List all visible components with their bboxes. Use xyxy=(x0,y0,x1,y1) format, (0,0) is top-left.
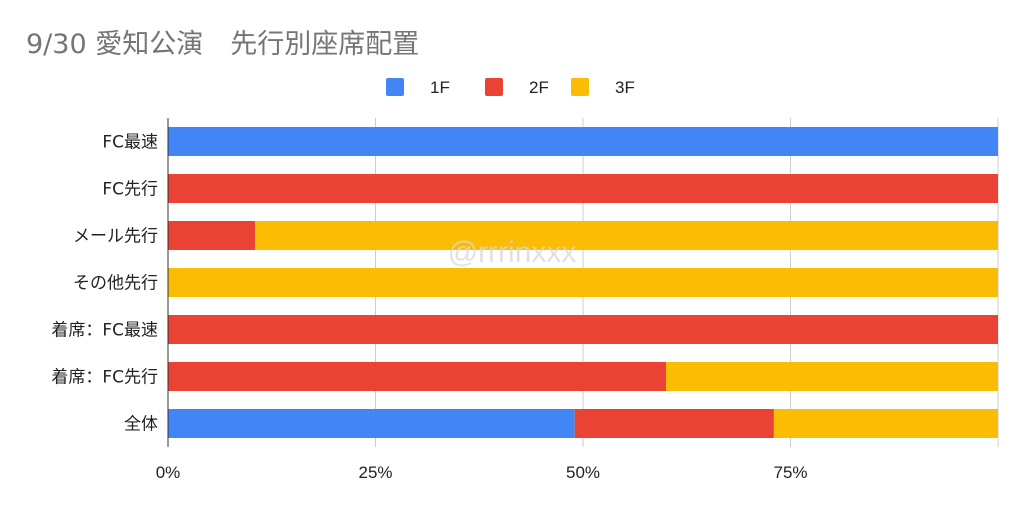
x-tick-label: 75% xyxy=(773,463,807,482)
legend-swatch-3f xyxy=(571,78,589,96)
category-label: 着席：FC先行 xyxy=(51,368,158,388)
bar-segment-2f-row-2 xyxy=(168,221,256,250)
category-label: FC最速 xyxy=(102,133,158,153)
bar-segment-2f-row-5 xyxy=(168,362,666,391)
legend-item-1f: 1F xyxy=(386,78,450,97)
category-label: 着席：FC最速 xyxy=(51,321,158,341)
bar-segment-3f-row-2 xyxy=(255,221,998,250)
category-label: FC先行 xyxy=(102,180,158,200)
legend-swatch-1f xyxy=(386,78,404,96)
category-label: 全体 xyxy=(124,415,158,435)
x-tick-label: 0% xyxy=(156,463,181,482)
legend-item-2f: 2F xyxy=(485,78,549,97)
category-label: その他先行 xyxy=(73,274,158,294)
bar-segment-3f-row-3 xyxy=(168,268,998,297)
chart-title: 9/30 愛知公演 先行別座席配置 xyxy=(26,29,419,60)
bar-segment-1f-row-6 xyxy=(168,409,575,438)
x-tick-label: 50% xyxy=(566,463,600,482)
bar-segment-2f-row-1 xyxy=(168,174,998,203)
legend-label-3f: 3F xyxy=(615,78,635,97)
bar-segment-3f-row-5 xyxy=(666,362,998,391)
legend: 1F 2F 3F xyxy=(386,78,635,97)
legend-item-3f: 3F xyxy=(571,78,635,97)
watermark: @rrrinxxx xyxy=(448,236,577,269)
x-tick-labels: 0% 25% 50% 75% xyxy=(156,463,808,482)
legend-label-2f: 2F xyxy=(529,78,549,97)
bar-segment-2f-row-4 xyxy=(168,315,998,344)
legend-label-1f: 1F xyxy=(430,78,450,97)
legend-swatch-2f xyxy=(485,78,503,96)
bar-segment-2f-row-6 xyxy=(574,409,774,438)
category-label: メール先行 xyxy=(73,227,158,247)
x-tick-label: 25% xyxy=(358,463,392,482)
bars xyxy=(168,127,998,438)
bar-segment-1f-row-0 xyxy=(168,127,998,156)
bar-segment-3f-row-6 xyxy=(773,409,998,438)
